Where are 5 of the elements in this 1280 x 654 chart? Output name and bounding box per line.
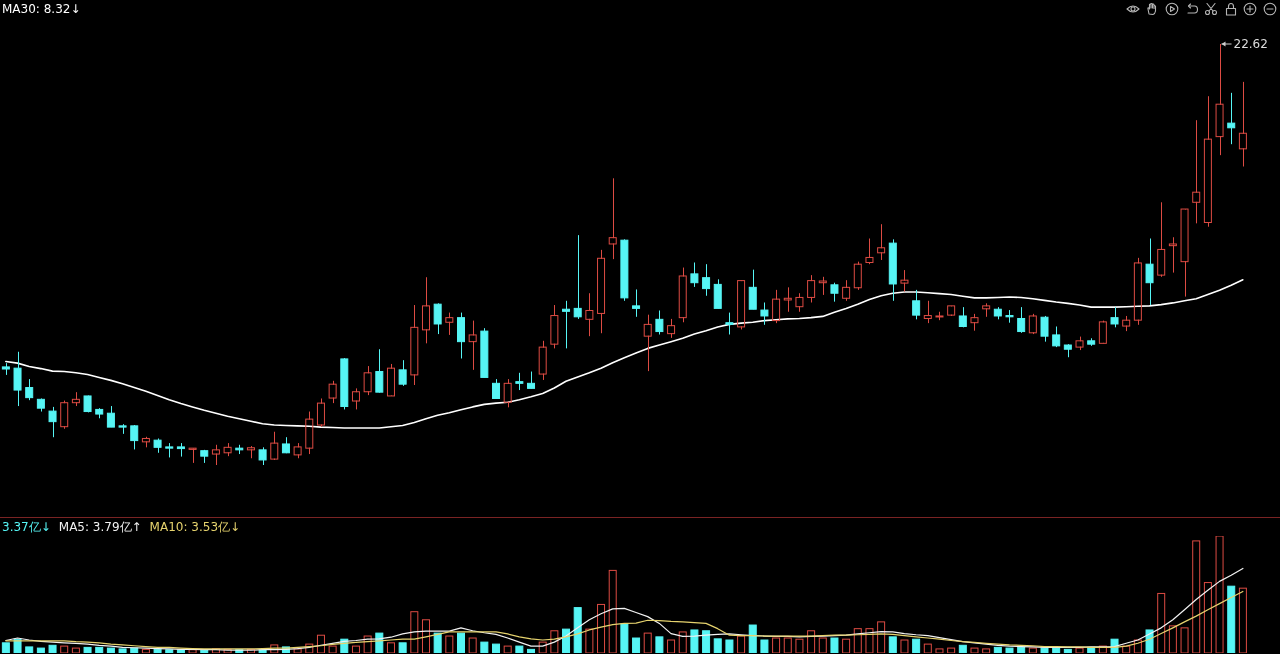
text: MA30: 8.32↓ xyxy=(2,2,81,16)
text: MA5: 3.79亿↑ xyxy=(58,520,142,534)
annotation: 22.62 xyxy=(1233,37,1268,51)
text: MA10: 3.53亿↓ xyxy=(149,520,241,534)
text: 3.37亿↓ xyxy=(2,520,51,534)
